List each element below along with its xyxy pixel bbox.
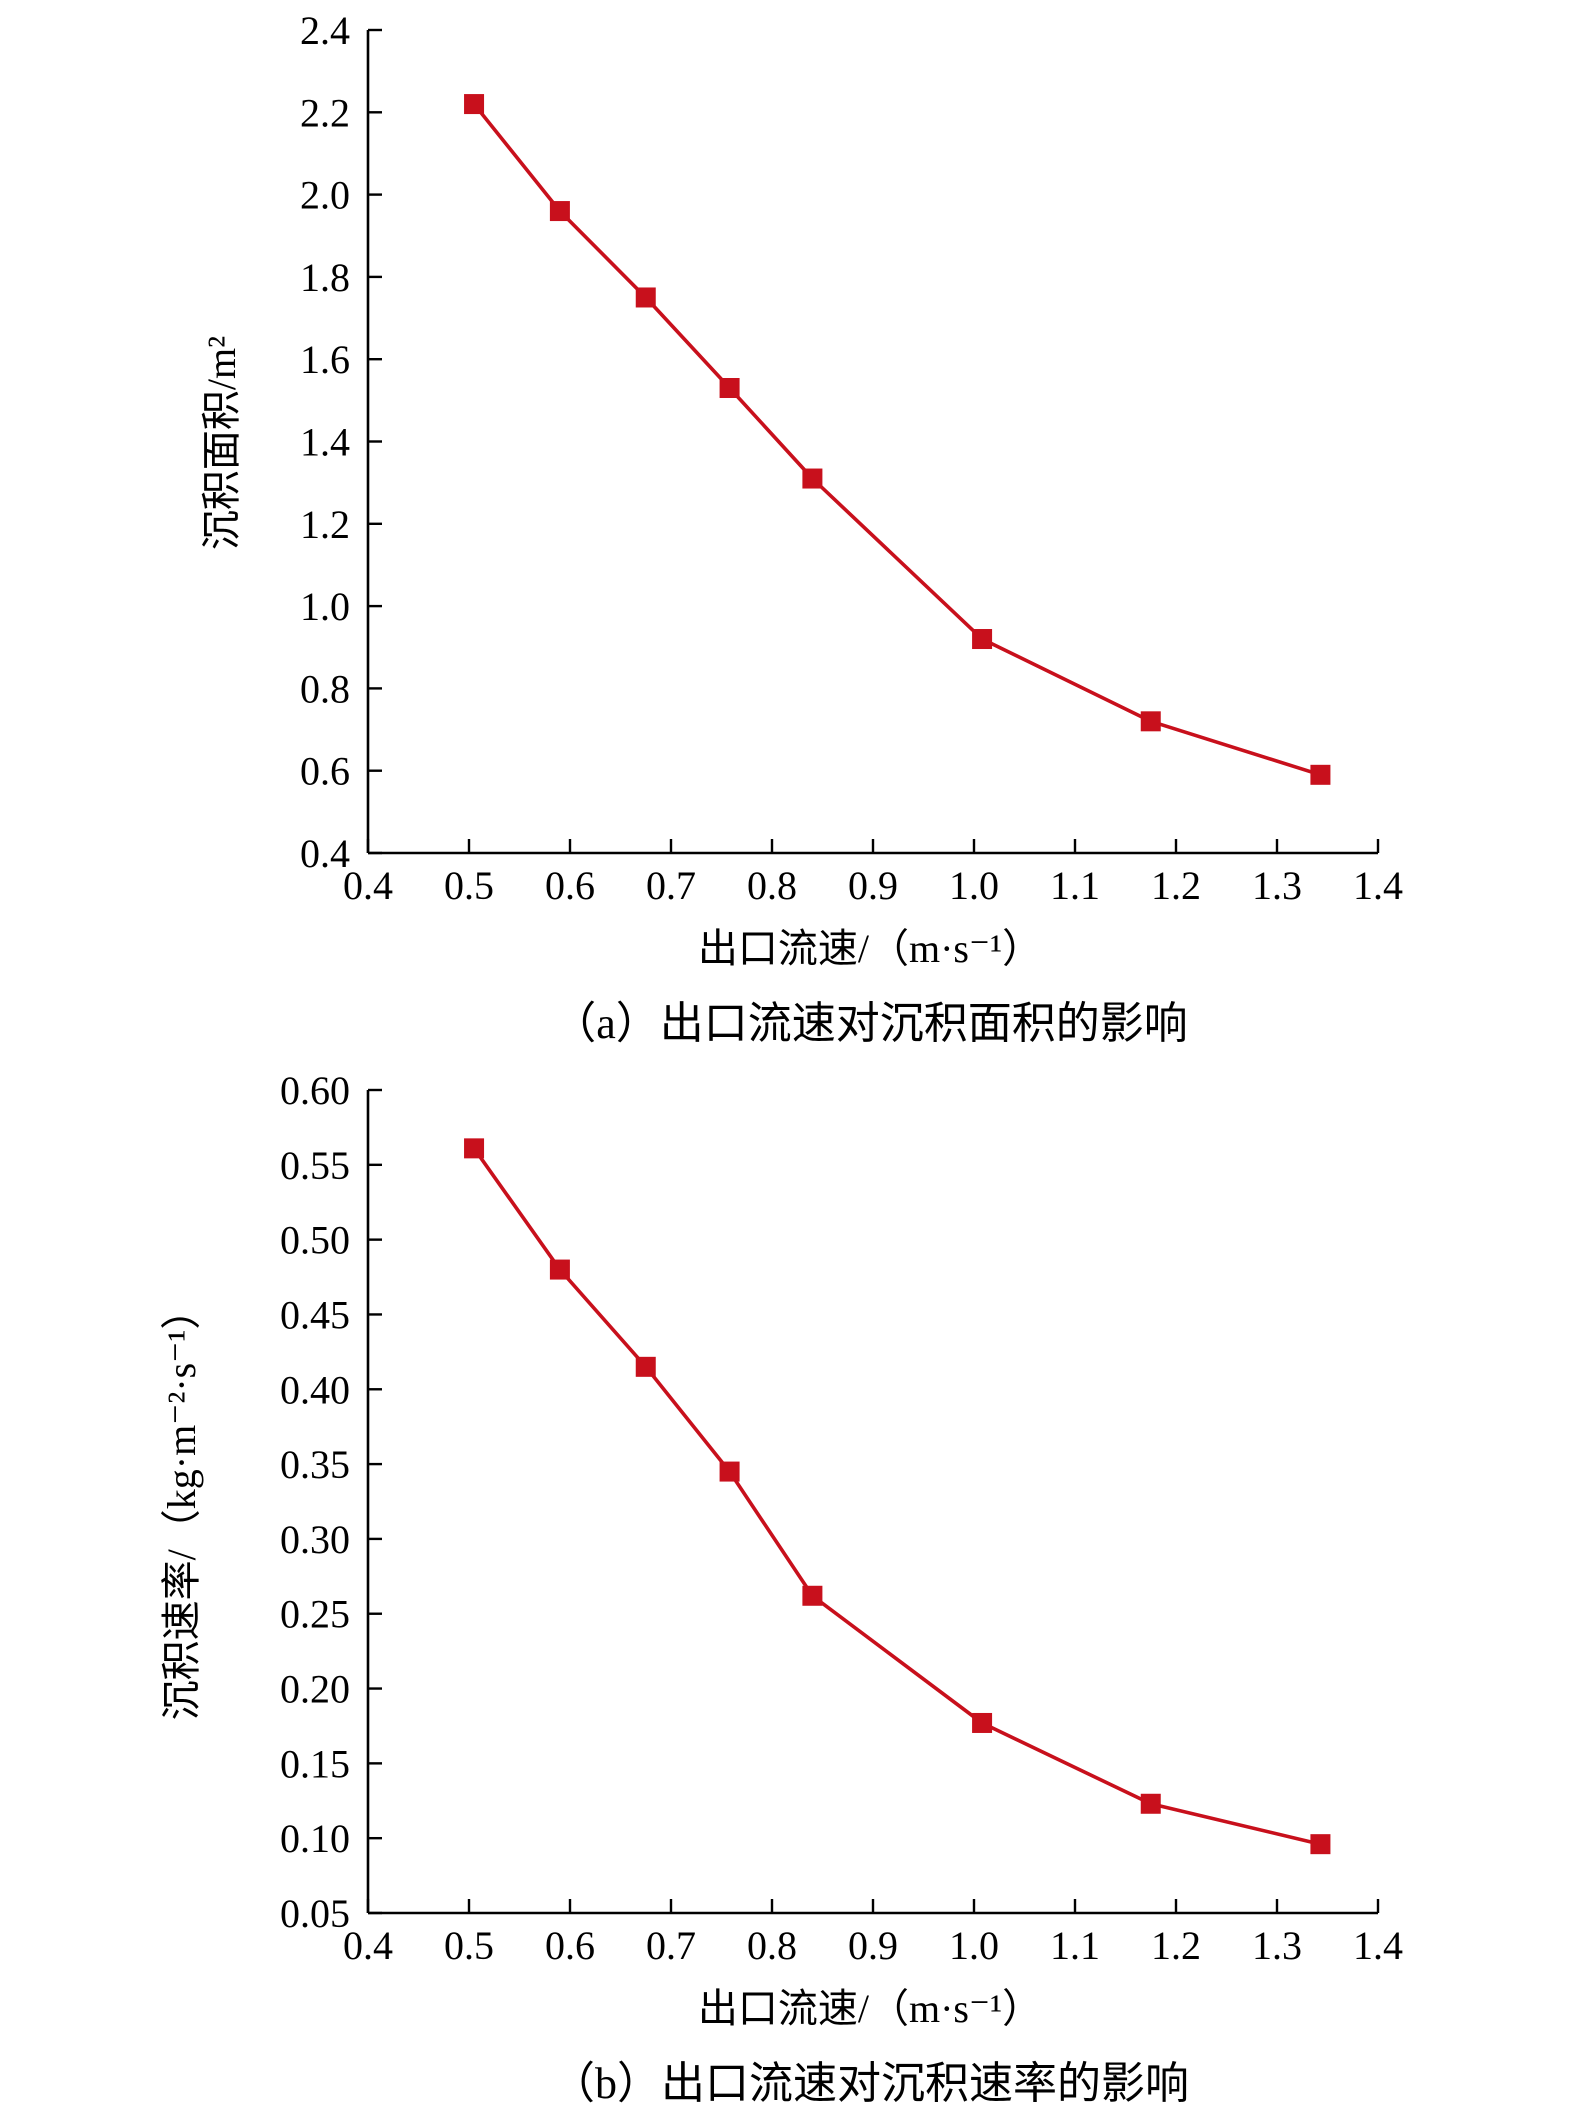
x-tick-label-b: 0.8 — [747, 1923, 797, 1968]
y-tick-label-a: 1.4 — [300, 420, 350, 465]
x-ticks-b: 0.4 0.5 0.6 0.7 0.8 0.9 1.0 1.1 1.2 1.3 1.4 — [343, 1899, 1403, 1968]
x-tick-label-a: 1.2 — [1151, 863, 1201, 908]
x-tick-label-b: 1.4 — [1353, 1923, 1403, 1968]
y-tick-label-a: 1.2 — [300, 502, 350, 547]
data-point-b — [1310, 1834, 1331, 1855]
y-tick-label-b: 0.10 — [280, 1816, 350, 1861]
y-tick-label-a: 2.0 — [300, 173, 350, 218]
x-tick-label-b: 0.9 — [848, 1923, 898, 1968]
x-tick-label-b: 0.7 — [646, 1923, 696, 1968]
x-tick-label-a: 0.4 — [343, 863, 393, 908]
x-tick-label-b: 1.3 — [1252, 1923, 1302, 1968]
y-axis-title-b: 沉积速率/（kg·m⁻²·s⁻¹） — [159, 1290, 204, 1721]
x-tick-label-a: 0.7 — [646, 863, 696, 908]
data-point-a — [1310, 764, 1331, 785]
y-tick-label-b: 0.35 — [280, 1442, 350, 1487]
chart-panel-b: 0.4 0.5 0.6 0.7 0.8 0.9 1.0 1.1 1.2 1.3 1.4 0.050.… — [159, 1068, 1403, 2108]
y-tick-label-a: 1.0 — [300, 584, 350, 629]
x-tick-label-b: 0.6 — [545, 1923, 595, 1968]
x-tick-label-b: 1.1 — [1050, 1923, 1100, 1968]
x-tick-label-a: 0.8 — [747, 863, 797, 908]
x-tick-label-b: 0.5 — [444, 1923, 494, 1968]
y-tick-label-b: 0.45 — [280, 1292, 350, 1337]
y-tick-label-b: 0.60 — [280, 1068, 350, 1113]
y-axis-title-a: 沉积面积/m² — [199, 336, 244, 550]
y-tick-label-b: 0.55 — [280, 1143, 350, 1188]
x-ticks-a: 0.4 0.5 0.6 0.7 0.8 0.9 1.0 1.1 1.2 1.3 1.4 — [343, 839, 1403, 908]
x-tick-label-a: 1.1 — [1050, 863, 1100, 908]
y-tick-label-a: 0.4 — [300, 831, 350, 876]
x-tick-label-a: 1.3 — [1252, 863, 1302, 908]
y-tick-label-b: 0.50 — [280, 1218, 350, 1263]
y-tick-label-b: 0.05 — [280, 1891, 350, 1936]
data-point-a — [464, 94, 485, 115]
data-point-a — [635, 287, 656, 308]
y-ticks-b: 0.05 0.10 0.15 0.20 0.25 0.30 0.35 0.40 0.45 0.50… — [280, 1068, 382, 1936]
x-tick-label-a: 1.0 — [949, 863, 999, 908]
y-tick-label-b: 0.30 — [280, 1517, 350, 1562]
data-point-a — [972, 629, 993, 650]
y-tick-label-a: 0.6 — [300, 749, 350, 794]
data-point-a — [719, 378, 740, 399]
x-tick-label-b: 1.0 — [949, 1923, 999, 1968]
chart-panel-a: 0.4 0.5 0.6 0.7 0.8 0.9 1.0 1.1 1.2 1.3 1.4 0.4 0.6… — [199, 8, 1403, 1048]
y-ticks-a: 0.4 0.6 0.8 1.0 1.2 1.4 1.6 1.8 2.0 2.2 2.4 — [300, 8, 382, 876]
data-point-b — [635, 1356, 656, 1377]
x-tick-label-a: 1.4 — [1353, 863, 1403, 908]
data-point-b — [719, 1461, 740, 1482]
data-point-a — [549, 201, 570, 222]
axes-a — [366, 30, 1378, 855]
y-tick-label-a: 1.6 — [300, 337, 350, 382]
x-tick-label-a: 0.6 — [545, 863, 595, 908]
data-point-a — [1140, 711, 1161, 732]
series-line-a — [472, 102, 1321, 777]
x-tick-label-a: 0.5 — [444, 863, 494, 908]
y-tick-label-b: 0.25 — [280, 1592, 350, 1637]
y-tick-label-a: 2.4 — [300, 8, 350, 53]
x-axis-title-b: 出口流速/（m·s⁻¹） — [698, 1986, 1042, 2031]
caption-b: （b）出口流速对沉积速率的影响 — [551, 2059, 1189, 2108]
series-b — [464, 1138, 1331, 1855]
x-tick-label-b: 1.2 — [1151, 1923, 1201, 1968]
data-point-b — [549, 1259, 570, 1280]
data-point-b — [464, 1138, 485, 1159]
data-point-b — [1140, 1793, 1161, 1814]
y-tick-label-b: 0.40 — [280, 1367, 350, 1412]
x-tick-label-a: 0.9 — [848, 863, 898, 908]
data-point-b — [972, 1712, 993, 1733]
y-tick-label-b: 0.15 — [280, 1741, 350, 1786]
x-tick-label-b: 0.4 — [343, 1923, 393, 1968]
y-tick-label-a: 2.2 — [300, 90, 350, 135]
y-tick-label-b: 0.20 — [280, 1667, 350, 1712]
data-point-b — [802, 1585, 823, 1606]
series-line-b — [472, 1147, 1321, 1846]
x-axis-title-a: 出口流速/（m·s⁻¹） — [698, 926, 1042, 971]
series-a — [464, 94, 1331, 785]
caption-a: （a）出口流速对沉积面积的影响 — [552, 999, 1188, 1048]
y-tick-label-a: 0.8 — [300, 666, 350, 711]
y-tick-label-a: 1.8 — [300, 255, 350, 300]
data-point-a — [802, 468, 823, 489]
